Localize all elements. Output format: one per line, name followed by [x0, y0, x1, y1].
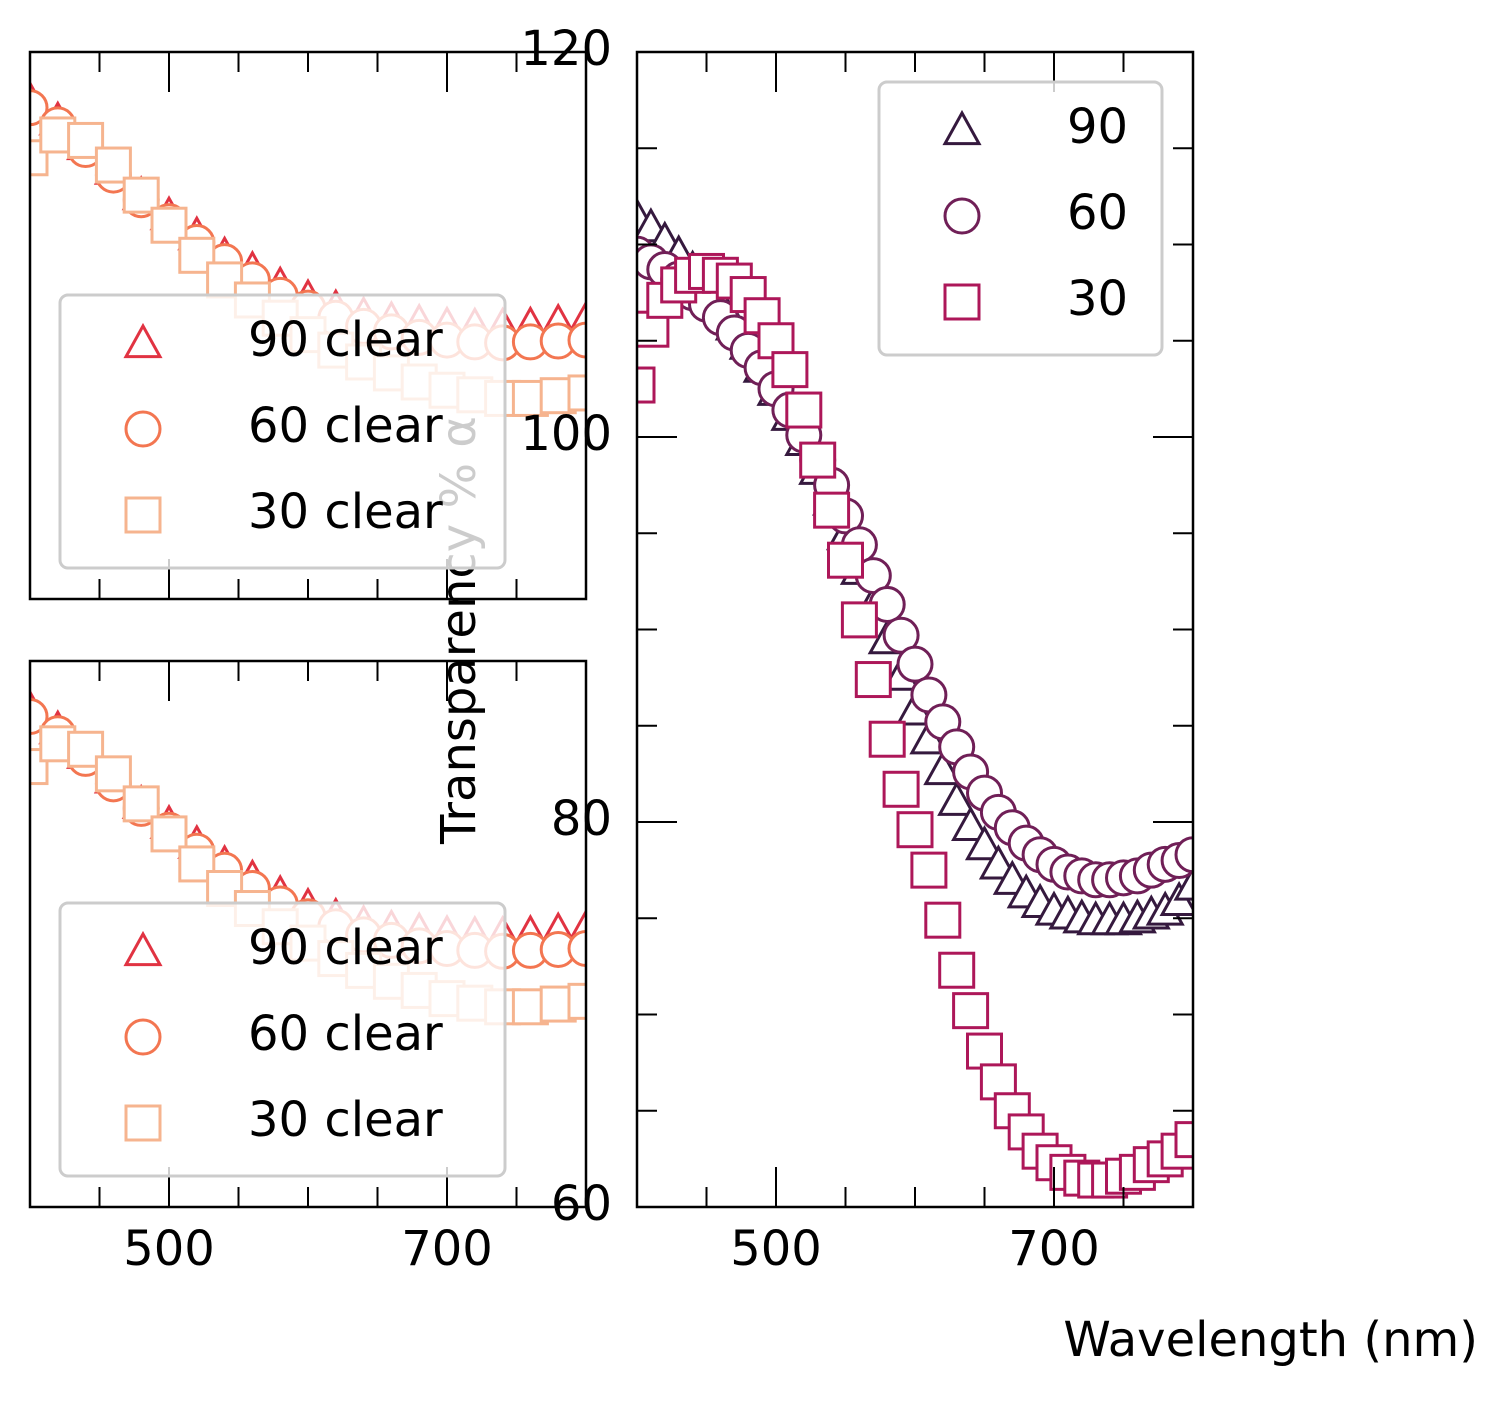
data-point: [951, 805, 991, 841]
legend-marker: [943, 197, 981, 235]
legend-marker: [943, 283, 981, 321]
data-point: [966, 1032, 1003, 1070]
data-point: [771, 351, 809, 389]
data-point: [813, 491, 851, 529]
data-point: [1173, 865, 1193, 901]
data-point: [868, 720, 906, 758]
data-point: [637, 366, 656, 404]
data-point: [910, 851, 948, 889]
x-tick-label: 500: [730, 1221, 822, 1277]
y-tick-label: 100: [520, 406, 612, 462]
data-point: [94, 146, 132, 184]
legend-label: 60 clear: [248, 398, 443, 454]
y-tick-label: 120: [520, 21, 612, 77]
y-tick-label: 60: [551, 1176, 612, 1232]
data-point: [924, 901, 962, 939]
data-point: [785, 391, 823, 429]
legend-label: 30 clear: [248, 484, 443, 540]
data-point: [827, 541, 864, 579]
data-point: [150, 815, 188, 853]
data-point: [122, 176, 160, 214]
legend-marker: [123, 322, 163, 359]
legend-label: 30: [1067, 271, 1128, 327]
data-point: [952, 992, 990, 1030]
data-point: [937, 780, 977, 816]
data-point: [840, 601, 878, 639]
data-point: [1174, 836, 1193, 874]
legend-label: 90 clear: [248, 920, 443, 976]
data-point: [923, 749, 963, 786]
data-point: [67, 730, 105, 768]
data-point: [854, 661, 892, 699]
x-tick-label: 500: [123, 1221, 215, 1277]
legend-label: 60: [1067, 185, 1128, 241]
legend-label: 60 clear: [248, 1006, 443, 1062]
data-point: [1174, 1121, 1193, 1159]
legend-marker: [124, 496, 162, 534]
legend-box: [58, 901, 507, 1178]
data-point: [964, 825, 1005, 861]
legend-label: 90: [1067, 99, 1128, 155]
data-point: [150, 206, 188, 244]
legend-marker: [124, 1104, 162, 1142]
data-point: [567, 982, 586, 1020]
x-axis-label: Wavelength (nm): [1063, 1312, 1478, 1368]
x-tick-label: 700: [401, 1221, 493, 1277]
legend-label: 90 clear: [248, 312, 443, 368]
legend-box: [58, 293, 507, 570]
legend-marker: [124, 1018, 162, 1056]
legend-marker: [942, 109, 982, 146]
data-point: [896, 645, 934, 683]
data-point: [94, 755, 132, 793]
data-point: [567, 374, 586, 412]
data-point: [799, 441, 837, 479]
data-point: [567, 321, 586, 359]
legend-label: 30 clear: [248, 1092, 443, 1148]
x-tick-label: 700: [1008, 1221, 1100, 1277]
data-point: [122, 785, 160, 823]
data-point: [896, 811, 934, 849]
legend-marker: [123, 930, 163, 967]
data-point: [938, 951, 976, 989]
legend-marker: [124, 410, 162, 448]
plot-area: [637, 197, 1193, 1199]
data-point: [882, 770, 920, 808]
data-point: [567, 930, 586, 968]
y-tick-label: 80: [551, 791, 612, 847]
